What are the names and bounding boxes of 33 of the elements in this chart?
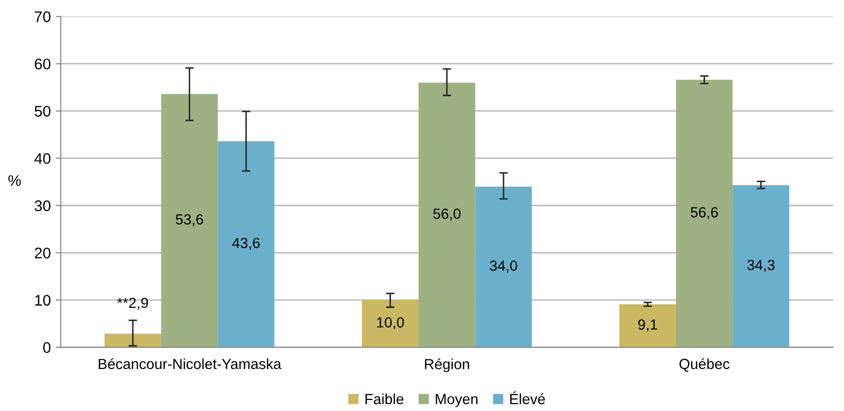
legend-label: Moyen <box>436 394 478 408</box>
bar <box>475 186 532 348</box>
y-tick-label: 10 <box>35 294 50 306</box>
y-axis-title: % <box>8 175 21 186</box>
data-label: 53,6 <box>176 214 204 226</box>
bar <box>418 82 476 348</box>
bar <box>732 185 790 348</box>
bar <box>619 304 676 348</box>
y-tick-label: 0 <box>43 342 50 353</box>
data-label: **2,9 <box>117 298 148 310</box>
x-tick-label: Québec <box>679 358 730 372</box>
bar <box>362 300 419 348</box>
bar <box>676 80 733 348</box>
data-label: 56,0 <box>433 208 461 221</box>
data-label: 43,6 <box>232 238 260 250</box>
data-label: 56,6 <box>690 207 718 220</box>
data-label: 10,0 <box>377 317 404 330</box>
data-label: 34,0 <box>490 260 518 273</box>
y-tick-label: 20 <box>34 248 50 258</box>
y-tick-label: 40 <box>34 153 50 164</box>
bar <box>104 334 162 348</box>
legend-label: Faible <box>366 394 404 404</box>
bar <box>218 141 274 348</box>
x-tick-label: Bécancour-Nicolet-Yamaska <box>98 358 282 370</box>
data-label: 34,3 <box>747 260 774 272</box>
y-tick-label: 70 <box>34 11 50 22</box>
y-tick-label: 50 <box>34 106 50 117</box>
legend-label: Élevé <box>510 391 545 404</box>
y-tick-label: 60 <box>34 58 50 70</box>
bar <box>161 94 218 348</box>
y-tick-label: 30 <box>34 200 50 212</box>
data-label: 9,1 <box>638 319 658 332</box>
x-tick-label: Région <box>424 358 470 372</box>
